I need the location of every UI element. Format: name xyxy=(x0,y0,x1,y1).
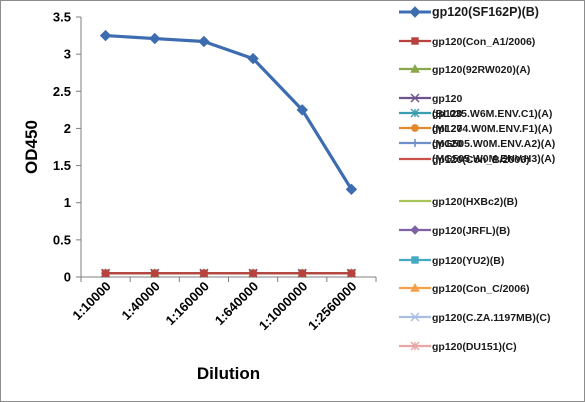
series-0 xyxy=(99,29,358,196)
data-point xyxy=(101,269,110,277)
legend-label: gp120(C.ZA.1197MB)(C) xyxy=(432,312,550,324)
legend-label: gp120(92RW020)(A) xyxy=(432,64,530,76)
data-point xyxy=(347,269,356,277)
legend-swatch-marker xyxy=(410,341,420,351)
y-tick-label: 1 xyxy=(64,195,71,210)
legend-item: gp120(Con_C/2006) xyxy=(399,282,529,295)
legend-label: gp120(Con_B/2006) xyxy=(432,154,529,166)
legend-item: gp120(SF162P)(B) xyxy=(399,5,539,19)
legend-item: gp120(C.ZA.1197MB)(C) xyxy=(399,312,550,324)
y-axis-title: OD450 xyxy=(22,120,41,174)
x-tick-label: 1:2560000 xyxy=(305,279,360,334)
y-tick-label: 3.5 xyxy=(53,10,71,25)
legend-swatch-marker xyxy=(411,37,419,45)
x-tick-label: 1:10000 xyxy=(69,279,113,323)
legend-swatch-marker xyxy=(411,256,419,264)
legend-swatch-marker xyxy=(410,312,420,322)
legend-label: (MG505.W0M.ENV.A2)(A) xyxy=(432,138,555,150)
legend-label: (MG505.W0M.ENV.H3)(A) xyxy=(432,153,555,165)
data-point xyxy=(149,32,161,45)
legend-label: gp120 xyxy=(432,93,463,105)
labels-layer: 00.511.522.533.51:10000 1:40000 1:160000 1:… xyxy=(22,10,360,384)
y-tick-label: 2.5 xyxy=(53,84,71,99)
legend-label: gp120(DU151)(C) xyxy=(432,341,517,353)
x-axis-title: Dilution xyxy=(197,364,260,383)
axes xyxy=(76,16,377,282)
legend-swatch-marker xyxy=(410,282,420,292)
y-tick-label: 3 xyxy=(64,47,71,62)
legend-label: gp120(JRFL)(B) xyxy=(432,225,510,237)
legend-swatch-marker xyxy=(410,93,420,103)
legend-item: gp120(JRFL)(B) xyxy=(399,225,510,237)
data-point xyxy=(151,269,159,277)
legend-label: gp120(YU2)(B) xyxy=(432,255,504,267)
y-tick-label: 0.5 xyxy=(53,232,71,247)
data-point xyxy=(249,269,257,277)
x-tick-label: 1:40000 xyxy=(119,279,163,323)
y-tick-label: 0 xyxy=(64,270,71,285)
legend-item: gp120(ML274.W0M.ENV.F1)(A) xyxy=(399,108,552,135)
series-1 xyxy=(101,269,356,277)
legend-label: (BL035.W6M.ENV.C1)(A) xyxy=(432,108,552,120)
data-point xyxy=(99,29,112,42)
legend-swatch-marker xyxy=(410,63,420,73)
legend-item: gp120(HXBc2)(B) xyxy=(399,196,518,208)
x-tick-label: 1:640000 xyxy=(212,279,261,328)
series-line xyxy=(103,33,354,191)
y-tick-label: 1.5 xyxy=(53,158,71,173)
legend-label: gp120(Con_C/2006) xyxy=(432,283,529,295)
legend-item: gp120(MG505.W0M.ENV.A2)(A) xyxy=(399,123,555,150)
legend-item: gp120(BL035.W6M.ENV.C1)(A) xyxy=(399,93,552,120)
data-point xyxy=(247,52,259,65)
legend-swatch-marker xyxy=(410,108,420,118)
legend-label: gp120 xyxy=(432,123,463,135)
legend-label: gp120 xyxy=(432,138,463,150)
legend-label: (ML274.W0M.ENV.F1)(A) xyxy=(432,123,552,135)
legend-label: gp120(HXBc2)(B) xyxy=(432,196,518,208)
data-point xyxy=(345,183,358,196)
legend-item: gp120(YU2)(B) xyxy=(399,255,504,267)
legend-swatch-marker xyxy=(411,124,419,132)
data-point xyxy=(200,269,208,277)
legend-item: gp120(92RW020)(A) xyxy=(399,63,530,76)
legend-label: gp120 xyxy=(432,108,463,120)
data-point xyxy=(198,35,210,48)
legend-item: gp120 (MG505.W0M.ENV.H3)(A) xyxy=(399,138,555,165)
data-point xyxy=(298,269,306,277)
x-tick-label: 1:160000 xyxy=(163,279,212,328)
legend-item: gp120(Con_A1/2006) xyxy=(399,36,535,48)
y-tick-label: 2 xyxy=(64,121,71,136)
legend-item: gp120(DU151)(C) xyxy=(399,341,517,353)
legend-swatch-marker xyxy=(411,139,419,147)
x-tick-label: 1:1000000 xyxy=(256,279,311,334)
legend-swatch-marker xyxy=(409,6,421,18)
legend-label: gp120(Con_A1/2006) xyxy=(432,36,535,48)
data-point xyxy=(296,104,308,116)
series-layer xyxy=(99,29,358,278)
legend-swatch-marker xyxy=(410,225,420,235)
legend-item: gp120(Con_B/2006) xyxy=(399,154,529,166)
legend: gp120(SF162P)(B)gp120(Con_A1/2006)gp120(… xyxy=(399,5,555,353)
legend-label: gp120(SF162P)(B) xyxy=(432,5,539,19)
